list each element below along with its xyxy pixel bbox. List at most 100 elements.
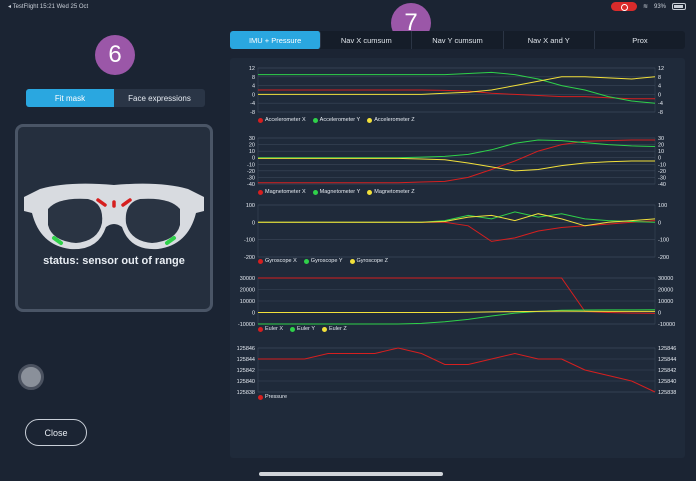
home-indicator[interactable] (259, 472, 443, 476)
sensor-green-right (165, 236, 176, 245)
series-line-euler-x (258, 277, 656, 314)
legend-accel-y: Accelerometer Y (319, 117, 361, 123)
y-tick-left: 30000 (240, 276, 255, 282)
gyroscope-plot: 100 100 0 0 -100 -100 -200 -200 (244, 203, 669, 261)
series-line-accelerometer-x (258, 89, 655, 100)
y-tick-left: 10000 (240, 299, 255, 305)
y-tick-right: 20000 (658, 288, 673, 294)
y-tick-right: 0 (658, 92, 661, 98)
series-line-euler-z (258, 310, 655, 313)
series-line-magnetometer-x (258, 139, 655, 184)
euler-plot: 30000 30000 20000 20000 10000 10000 0 0 -10000 -1… (238, 276, 675, 328)
mask-status-text: status: sensor out of range (43, 255, 185, 267)
series-line-gyroscope-z (258, 213, 656, 227)
y-tick-left: -10 (247, 162, 255, 168)
y-tick-right: -8 (658, 110, 663, 116)
battery-percent: 93% (653, 3, 666, 10)
y-tick-right: -10 (658, 162, 666, 168)
legend-accel-x: Accelerometer X (265, 117, 306, 123)
y-tick-right: -20 (658, 169, 666, 175)
euler-chart: 30000 30000 20000 20000 10000 10000 0 0 -10000 -1… (230, 274, 685, 336)
y-tick-left: 12 (249, 66, 255, 72)
legend-dot (258, 117, 263, 123)
y-tick-left: 4 (252, 84, 255, 90)
y-tick-left: 125840 (237, 379, 255, 385)
y-tick-right: 0 (658, 311, 661, 317)
legend-dot (258, 394, 263, 400)
series-line-magnetometer-z (258, 157, 655, 172)
legend-dot (321, 326, 327, 332)
close-button[interactable]: Close (25, 419, 87, 446)
legend-dot (367, 189, 373, 195)
series-line-pressure (258, 347, 656, 393)
tab-nav-x-and-y[interactable]: Nav X and Y (504, 31, 595, 49)
y-tick-left: 0 (252, 92, 255, 98)
tab-imu-pressure[interactable]: IMU + Pressure (230, 31, 322, 49)
y-tick-left: -30 (247, 175, 255, 181)
segment-face-expressions[interactable]: Face expressions (128, 93, 191, 103)
y-tick-right: -30 (658, 175, 666, 181)
accelerometer-plot: 12 12 8 8 4 4 0 0 -4 -4 -8 -8 (249, 66, 664, 116)
legend-dot (367, 117, 373, 123)
legend-gyro-x: Gyroscope X (265, 258, 297, 264)
y-tick-left: -10000 (238, 322, 255, 328)
y-tick-right: 20 (658, 143, 664, 149)
segment-fit-mask[interactable]: Fit mask (26, 89, 114, 107)
legend-dot (258, 258, 263, 264)
tab-nav-y-cumsum[interactable]: Nav Y cumsum (412, 31, 504, 49)
wifi-icon: ≋ (642, 4, 648, 10)
y-tick-right: 10 (658, 149, 664, 155)
legend-euler-x: Euler X (265, 326, 284, 332)
y-tick-right: 125838 (658, 390, 676, 396)
y-tick-right: 4 (658, 84, 661, 90)
y-tick-left: 0 (252, 220, 255, 226)
accelerometer-legend: Accelerometer X Accelerometer Y Accelero… (258, 117, 415, 123)
legend-dot (303, 258, 309, 264)
y-tick-left: 30 (249, 136, 255, 142)
y-tick-right: 12 (658, 66, 664, 72)
mask-fit-panel: status: sensor out of range (15, 124, 213, 312)
y-tick-right: 30000 (658, 276, 673, 282)
y-tick-left: -4 (250, 101, 255, 107)
y-tick-left: 125838 (237, 390, 255, 396)
sensor-green-left (52, 236, 63, 245)
mask-mode-segmented-control: Fit mask Face expressions (26, 89, 205, 107)
y-tick-right: 0 (658, 220, 661, 226)
y-tick-right: 125846 (658, 346, 676, 352)
chart-tab-bar: IMU + Pressure Nav X cumsum Nav Y cumsum… (230, 31, 685, 49)
y-tick-left: 0 (252, 311, 255, 317)
y-tick-left: 0 (252, 156, 255, 162)
legend-euler-y: Euler Y (297, 326, 315, 332)
legend-dot (312, 189, 318, 195)
legend-pressure: Pressure (265, 394, 288, 400)
y-tick-right: -40 (658, 182, 666, 188)
series-line-euler-y (258, 309, 656, 325)
legend-dot (258, 189, 263, 195)
series-line-gyroscope-y (258, 211, 656, 223)
plot-frame (257, 347, 656, 393)
tab-prox[interactable]: Prox (632, 35, 648, 45)
y-tick-left: 100 (246, 203, 255, 209)
series-line-magnetometer-y (258, 139, 656, 159)
y-tick-left: -100 (244, 238, 255, 244)
accelerometer-chart: 12 12 8 8 4 4 0 0 -4 -4 -8 -8 Accelerometer X Accel… (230, 64, 685, 124)
y-tick-right: 125844 (658, 357, 676, 363)
y-tick-left: 8 (252, 75, 255, 81)
legend-gyro-y: Gyroscope Y (310, 258, 343, 264)
toggle-knob[interactable] (18, 364, 44, 390)
sensor-red-left (96, 198, 107, 207)
y-tick-right: -200 (658, 255, 669, 261)
series-line-accelerometer-y (258, 71, 656, 104)
y-tick-right: 0 (658, 156, 661, 162)
legend-dot (349, 258, 355, 264)
tab-nav-x-cumsum[interactable]: Nav X cumsum (321, 31, 413, 49)
charts-panel: 12 12 8 8 4 4 0 0 -4 -4 -8 -8 Accelerometer X Accel… (230, 58, 685, 458)
series-line-accelerometer-z (258, 76, 656, 95)
y-tick-right: 8 (658, 75, 661, 81)
y-tick-left: -20 (247, 169, 255, 175)
ios-status-bar: ◂ TestFlight 15:21 Wed 25 Oct ≋ 93% (0, 0, 696, 12)
y-tick-left: 20 (249, 143, 255, 149)
screen-recording-icon[interactable] (610, 2, 637, 11)
legend-dot (258, 326, 263, 332)
